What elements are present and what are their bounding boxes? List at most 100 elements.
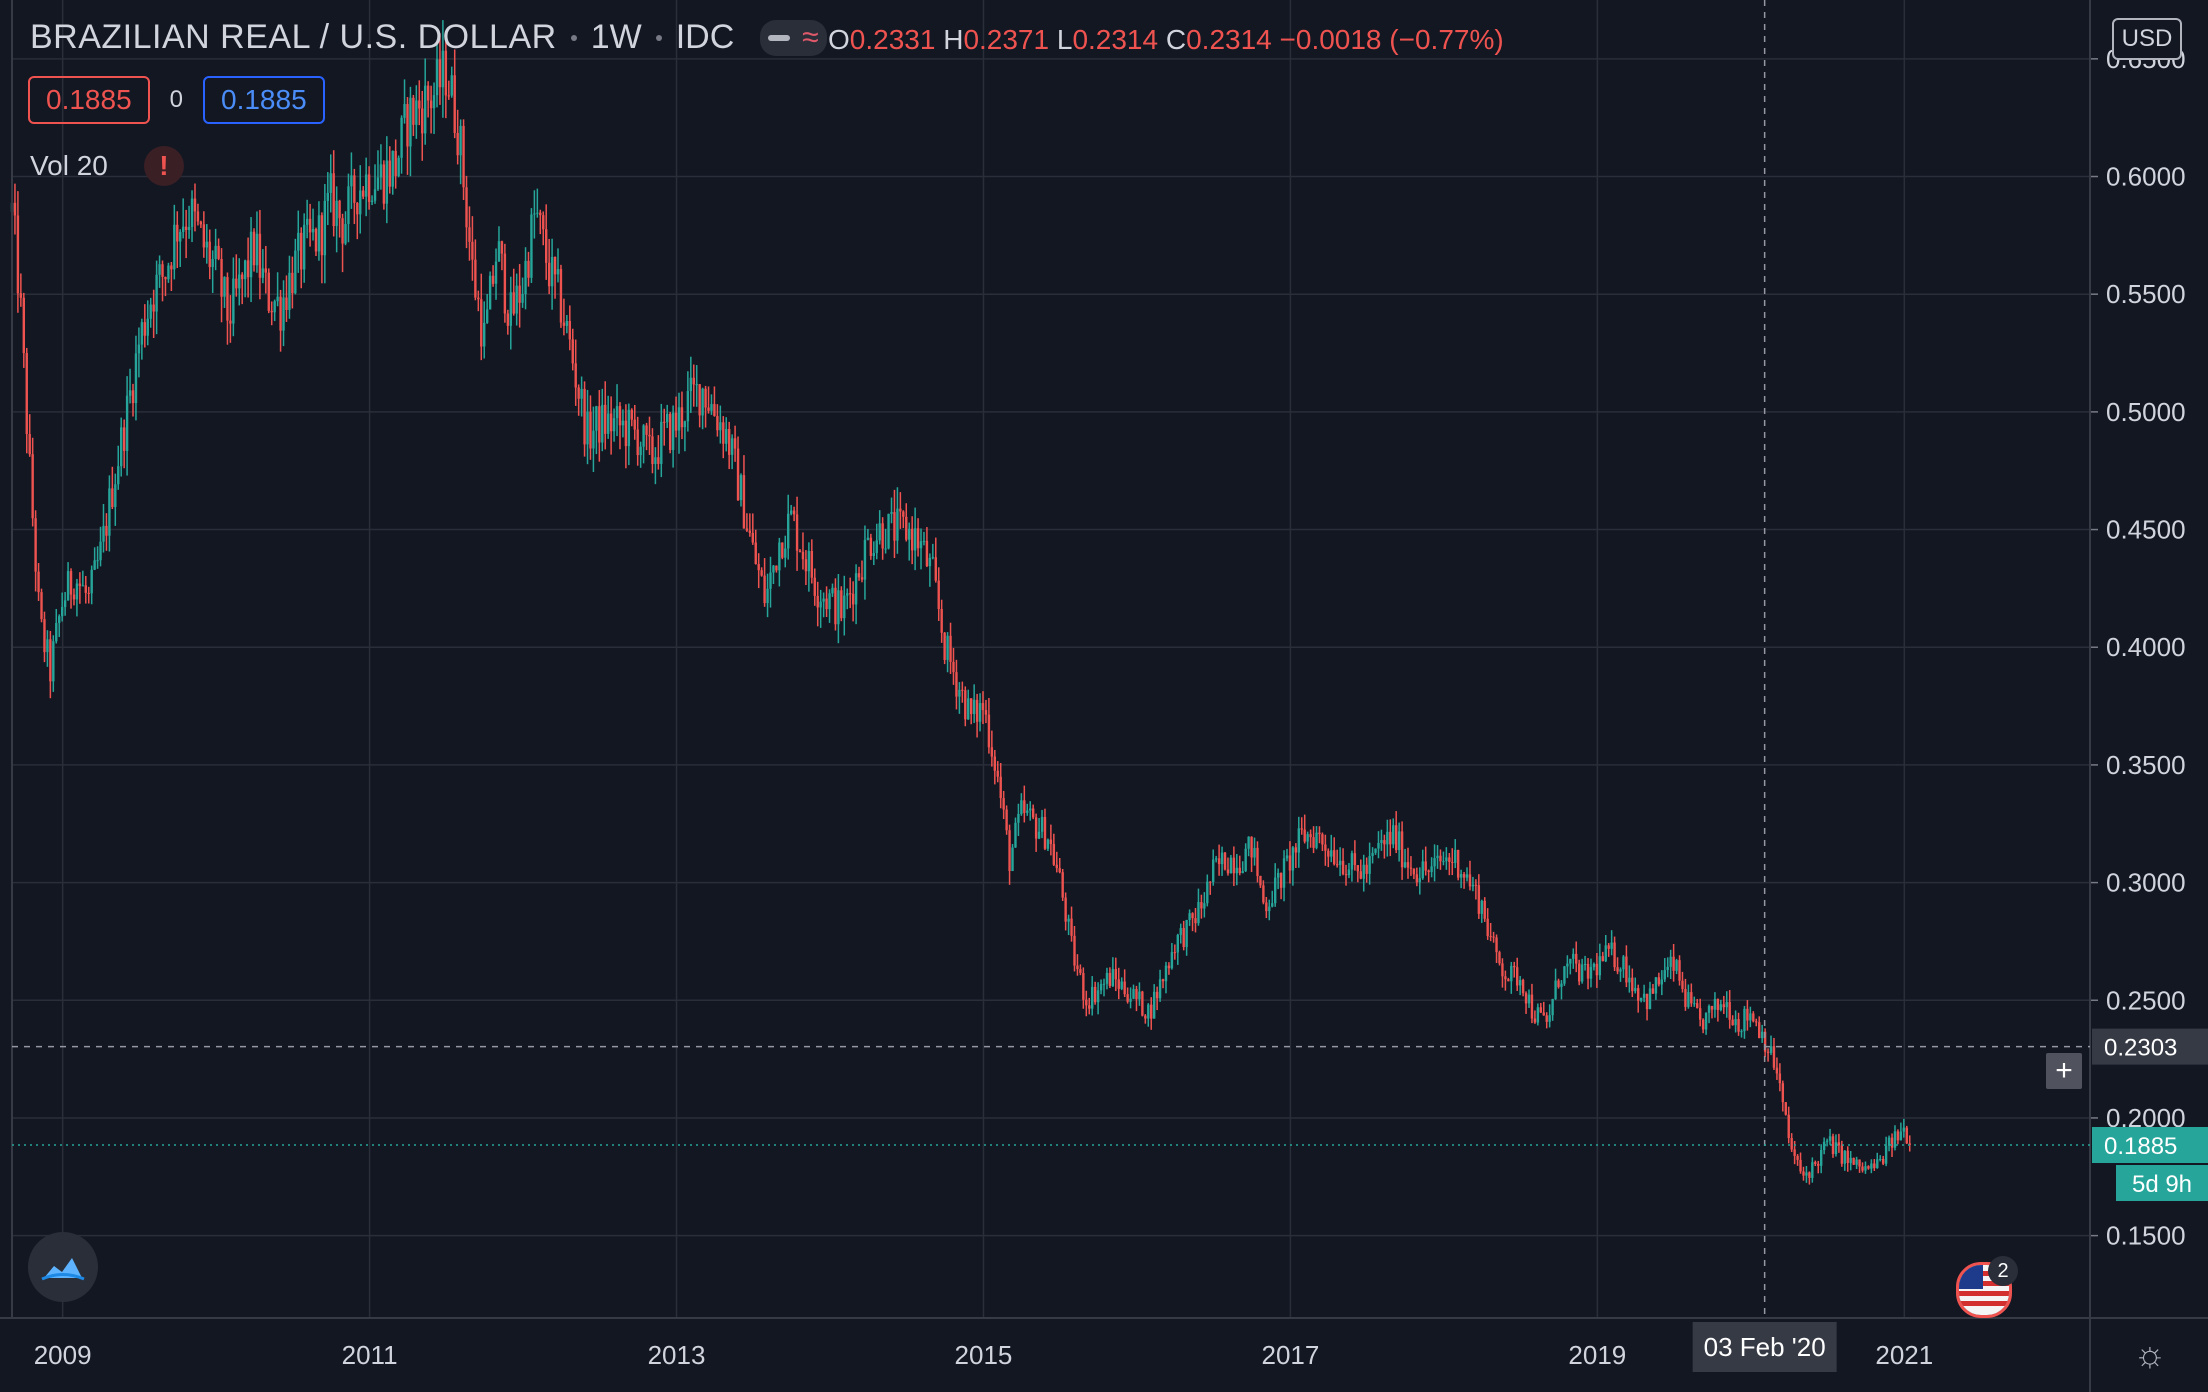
candle-body [663, 421, 666, 423]
candle-body [810, 551, 814, 578]
candle-body [739, 475, 743, 501]
candle-body [379, 164, 383, 178]
candle-body [1707, 1006, 1711, 1013]
candle-body [524, 260, 527, 295]
candle-body [943, 632, 946, 660]
candle-body [503, 253, 507, 314]
settings-gear-icon[interactable]: ☼ [2133, 1333, 2167, 1374]
candle-body [453, 75, 456, 133]
candle-body [1893, 1131, 1897, 1148]
candle-body [1279, 872, 1283, 888]
candle-body [1465, 874, 1469, 878]
candle-body [249, 231, 253, 278]
tradingview-logo-icon[interactable] [28, 1232, 98, 1302]
candle-body [1454, 849, 1457, 863]
candle-body [1418, 878, 1422, 883]
candle-body [601, 404, 604, 443]
candle-body [1214, 858, 1218, 860]
candle-body [1451, 861, 1454, 863]
candle-body [1598, 956, 1602, 976]
candle-body [1158, 979, 1162, 999]
candle-body [273, 301, 276, 313]
candle-body [1315, 832, 1318, 848]
candle-body [825, 598, 828, 610]
candle-body [846, 593, 849, 596]
candle-body [961, 689, 964, 691]
candle-body [1356, 865, 1360, 872]
warning-icon[interactable]: ! [143, 146, 184, 186]
candle-body [795, 514, 799, 551]
candle-body [801, 551, 805, 560]
candle-body [1403, 862, 1407, 868]
candle-body [1896, 1131, 1900, 1141]
candle-body [609, 413, 613, 432]
symbol-title[interactable]: BRAZILIAN REAL / U.S. DOLLAR [30, 18, 557, 56]
candle-body [214, 245, 217, 260]
candle-body [1294, 847, 1298, 853]
candle-body [913, 528, 917, 551]
candle-body [1220, 852, 1224, 865]
candle-body [1728, 1002, 1731, 1020]
candle-body [1687, 992, 1690, 1007]
candle-body [1477, 885, 1481, 914]
candle-body [1321, 834, 1324, 845]
candle-body [1613, 942, 1616, 968]
minus-icon [768, 34, 791, 41]
candle-body [769, 572, 772, 589]
candle-body [394, 150, 397, 176]
buy-button[interactable]: 0.1885 [203, 76, 325, 124]
interval-label[interactable]: 1W [590, 18, 642, 56]
currency-button[interactable]: USD [2112, 18, 2182, 60]
candle-body [1150, 1004, 1153, 1019]
candle-body [52, 641, 55, 682]
candle-body [1102, 983, 1106, 985]
candle-body [1657, 977, 1661, 985]
candle-body [1439, 855, 1442, 862]
candle-body [792, 510, 796, 515]
candle-body [43, 619, 46, 653]
plus-icon[interactable]: + [2046, 1053, 2082, 1089]
candle-body [412, 97, 415, 125]
candle-body [627, 409, 631, 447]
candle-body [491, 275, 495, 284]
candle-body [409, 97, 412, 147]
candle-body [93, 560, 96, 570]
candle-body [58, 616, 61, 623]
candle-body [615, 406, 619, 419]
exchange-label: IDC [675, 18, 735, 56]
volume-indicator-legend[interactable]: Vol 20 ! [30, 146, 184, 186]
sell-button[interactable]: 0.1885 [28, 76, 150, 124]
candle-body [1271, 903, 1274, 907]
candle-body [819, 601, 822, 608]
candle-body [1023, 800, 1026, 813]
candle-body [1551, 998, 1554, 1016]
candle-body [509, 292, 512, 326]
candle-body [1082, 972, 1085, 1000]
candle-body [1577, 963, 1581, 982]
y-tick-label: 0.4000 [2106, 632, 2186, 662]
candle-body [1456, 849, 1460, 878]
candle-body [1713, 998, 1717, 1010]
candle-body [1828, 1136, 1832, 1141]
candle-body [1085, 999, 1088, 1006]
candle-body [297, 232, 300, 251]
candle-body [447, 95, 451, 97]
candle-body [1760, 1031, 1764, 1039]
chart-mode-icon[interactable]: ≈ [760, 19, 827, 56]
candle-body [1303, 829, 1306, 842]
candle-body [680, 407, 684, 428]
candle-body [1819, 1150, 1823, 1166]
candle-body [1722, 1004, 1725, 1008]
candle-body [223, 277, 226, 297]
candle-body [34, 518, 37, 572]
candle-body [1306, 834, 1309, 842]
candle-body [1861, 1166, 1864, 1171]
open-label: O [828, 24, 850, 55]
candle-body [1704, 1012, 1708, 1030]
candle-body [618, 406, 622, 426]
candle-body [550, 256, 554, 287]
candle-body [1666, 966, 1669, 971]
candle-body [893, 512, 896, 541]
